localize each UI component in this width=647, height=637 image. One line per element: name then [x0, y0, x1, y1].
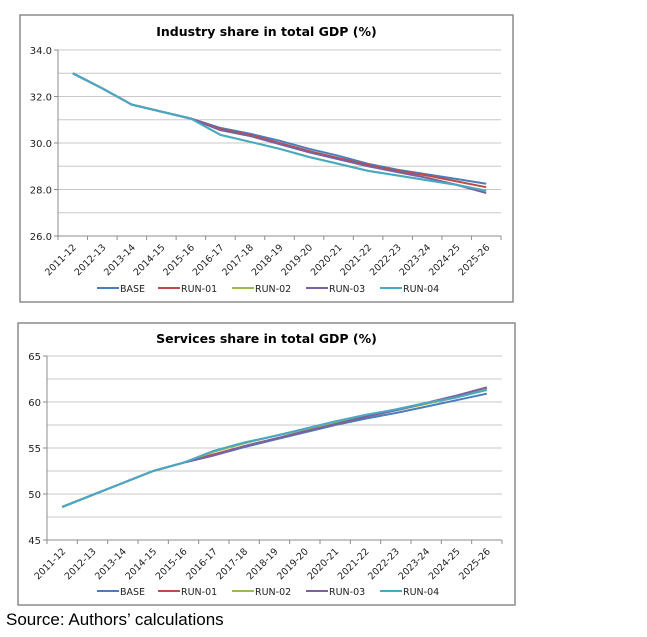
chart-frame: [19, 14, 514, 303]
legend-item-run-02: RUN-02: [232, 587, 291, 598]
chart-title: Industry share in total GDP (%): [156, 24, 377, 39]
chart-frame: [17, 322, 516, 606]
legend-item-run-03: RUN-03: [306, 284, 365, 295]
series-line-run-04: [61, 389, 488, 508]
y-tick-label: 30.0: [30, 139, 52, 150]
legend-label: RUN-04: [403, 284, 439, 295]
legend-label: RUN-04: [403, 587, 439, 598]
y-tick-label: 60: [28, 398, 41, 409]
source-note: Source: Authors’ calculations: [6, 610, 224, 629]
y-tick-label: 34.0: [30, 46, 52, 57]
y-tick-label: 26.0: [30, 232, 52, 243]
legend-item-base: BASE: [97, 587, 145, 598]
legend-item-run-04: RUN-04: [380, 284, 439, 295]
y-tick-label: 32.0: [30, 93, 52, 104]
y-tick-label: 50: [28, 490, 41, 501]
legend-label: RUN-02: [255, 284, 291, 295]
legend-label: RUN-03: [329, 587, 365, 598]
legend-label: RUN-02: [255, 587, 291, 598]
chart-1: Industry share in total GDP (%) 26.0 28.0 3…: [19, 14, 514, 303]
chart-title: Services share in total GDP (%): [156, 331, 377, 346]
chart-2: Services share in total GDP (%) 45 50 55 60 6…: [17, 322, 516, 606]
y-tick-label: 45: [28, 536, 41, 547]
legend-label: BASE: [120, 587, 145, 598]
y-tick-label: 65: [28, 352, 41, 363]
legend-item-run-03: RUN-03: [306, 587, 365, 598]
legend-item-run-02: RUN-02: [232, 284, 291, 295]
y-tick-label: 55: [28, 444, 41, 455]
legend-item-run-01: RUN-01: [158, 284, 217, 295]
legend-item-run-04: RUN-04: [380, 587, 439, 598]
legend-label: RUN-03: [329, 284, 365, 295]
legend-label: RUN-01: [181, 587, 217, 598]
y-tick-label: 28.0: [30, 186, 52, 197]
legend-label: BASE: [120, 284, 145, 295]
legend-item-base: BASE: [97, 284, 145, 295]
legend-label: RUN-01: [181, 284, 217, 295]
series-line-run-04: [72, 72, 487, 192]
legend-item-run-01: RUN-01: [158, 587, 217, 598]
